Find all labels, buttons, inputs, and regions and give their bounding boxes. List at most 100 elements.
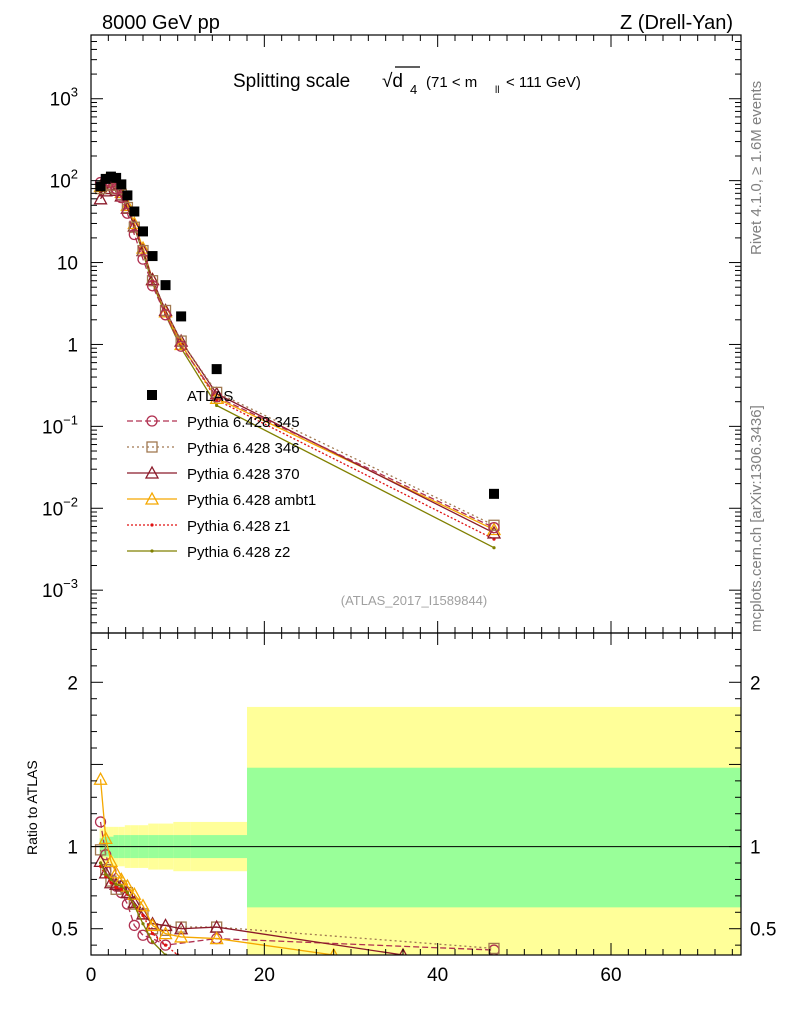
main-ytick-label: 103 — [50, 85, 78, 111]
ratio-point-pythia-6-428-ambt1 — [103, 853, 119, 868]
ratio-point-pythia-6-428-345 — [94, 816, 107, 828]
ratio-xtick-label: 20 — [254, 965, 275, 986]
main-point-atlas — [100, 173, 111, 184]
ratio-point-pythia-6-428-z2 — [132, 904, 136, 908]
ratio-ytick-label-right: 2 — [750, 673, 761, 694]
main-title: Splitting scale √d 4 (71 < m ll < 111 Ge… — [233, 66, 581, 97]
ratio-line-pythia-6-428-346 — [99, 849, 495, 950]
ratio-point-pythia-6-428-ambt1 — [209, 931, 224, 945]
main-point-atlas — [176, 311, 187, 322]
ratio-point-pythia-6-428-z2 — [104, 872, 108, 877]
ratio-point-pythia-6-428-z2 — [109, 877, 113, 882]
ratio-point-pythia-6-428-z1 — [119, 887, 123, 891]
ratio-point-pythia-6-428-z2 — [119, 884, 123, 888]
main-ytick-label-base: 10 — [50, 90, 71, 111]
ratio-point-pythia-6-428-z2 — [125, 890, 129, 895]
rivet-label: Rivet 4.1.0, ≥ 1.6M events — [748, 81, 765, 255]
main-point-atlas — [138, 226, 148, 237]
ratio-point-pythia-6-428-z1 — [141, 913, 145, 918]
main-point-pythia-6-428-ambt1 — [135, 240, 151, 254]
ratio-point-pythia-6-428-ambt1 — [158, 926, 173, 940]
main-point-atlas — [211, 364, 222, 375]
main-point-atlas — [122, 190, 133, 201]
ratio-frame — [90, 632, 742, 956]
ratio-ylabel: Ratio to ATLAS — [24, 760, 40, 855]
header-right: Z (Drell-Yan) — [620, 12, 733, 34]
main-title-text: Splitting scale — [233, 71, 350, 92]
ratio-point-pythia-6-428-346 — [488, 942, 500, 955]
main-point-pythia-6-428-345 — [159, 309, 172, 321]
ratio-xtick-label: 40 — [427, 965, 448, 986]
main-ytick-label-base: 10 — [57, 254, 78, 275]
main-ytick-label-exp: −2 — [63, 494, 78, 509]
main-ytick-label-exp: 3 — [71, 85, 78, 100]
main-ytick-label: 10−1 — [42, 412, 78, 438]
legend-marker-pythia-6-428-ambt1 — [144, 491, 160, 505]
legend-marker-pythia-6-428-370 — [144, 465, 160, 479]
legend-marker-pythia-6-428-z2 — [150, 549, 154, 553]
main-point-pythia-6-428-346 — [137, 244, 149, 257]
ratio-point-pythia-6-428-370 — [135, 906, 151, 920]
ratio-point-pythia-6-428-z1 — [114, 886, 118, 890]
legend-label-atlas: ATLAS — [187, 388, 233, 405]
ratio-point-pythia-6-428-z2 — [141, 922, 145, 926]
main-point-atlas — [111, 172, 122, 183]
main-point-pythia-6-428-ambt1 — [486, 522, 502, 536]
ratio-point-pythia-6-428-345 — [121, 898, 134, 910]
main-ytick-label: 1 — [67, 335, 78, 356]
main-ytick-label-base: 10 — [42, 499, 63, 520]
ratio-point-pythia-6-428-z2 — [150, 940, 155, 944]
main-ytick-label-base: 10 — [42, 417, 63, 438]
uncertainty-inner-bin — [247, 767, 741, 908]
legend-label-pythia-6-428-z2: Pythia 6.428 z2 — [187, 544, 290, 561]
ratio-point-pythia-6-428-ambt1 — [145, 918, 160, 932]
main-ytick-label-exp: −1 — [63, 412, 78, 427]
main-point-atlas — [129, 206, 140, 217]
ratio-ytick-label: 0.5 — [52, 920, 78, 941]
ratio-line-pythia-6-428-ambt1 — [99, 779, 334, 955]
ratio-xtick-label: 0 — [86, 965, 97, 986]
main-ytick-label: 10−3 — [42, 576, 78, 602]
legend-label-pythia-6-428-z1: Pythia 6.428 z1 — [187, 518, 290, 535]
legend-marker-pythia-6-428-346 — [146, 441, 158, 453]
main-point-pythia-6-428-ambt1 — [127, 216, 142, 230]
main-point-pythia-6-428-345 — [146, 280, 159, 292]
ratio-point-pythia-6-428-ambt1 — [93, 771, 108, 785]
legend-marker-atlas — [147, 390, 157, 400]
legend-label-pythia-6-428-346: Pythia 6.428 346 — [187, 440, 300, 457]
ratio-point-pythia-6-428-ambt1 — [98, 830, 113, 845]
main-ytick-label: 10 — [57, 254, 78, 275]
main-point-atlas — [105, 171, 116, 182]
legend-marker-pythia-6-428-345 — [146, 415, 158, 427]
ratio-point-pythia-6-428-ambt1 — [127, 886, 142, 900]
main-ytick-label: 102 — [50, 167, 78, 193]
ratio-point-pythia-6-428-370 — [98, 865, 113, 879]
ratio-ytick-label-right: 1 — [750, 838, 761, 859]
main-point-pythia-6-428-z2 — [215, 403, 219, 408]
ratio-point-pythia-6-428-ambt1 — [135, 898, 151, 912]
ratio-point-pythia-6-428-ambt1 — [109, 865, 124, 879]
ratio-line-pythia-6-428-345 — [99, 821, 495, 951]
ratio-xtick-label: 60 — [600, 965, 621, 986]
header-left: 8000 GeV pp — [102, 12, 220, 34]
mcplots-label: mcplots.cern.ch [arXiv:1306.3436] — [748, 405, 765, 632]
main-ytick-label-exp: −3 — [63, 576, 78, 591]
legend-label-pythia-6-428-ambt1: Pythia 6.428 ambt1 — [187, 492, 316, 509]
main-point-atlas — [116, 179, 127, 190]
ratio-point-pythia-6-428-370 — [158, 918, 173, 932]
main-point-atlas — [160, 280, 171, 291]
main-title-cut-left: (71 < m — [426, 74, 477, 91]
main-title-cut-right: < 111 GeV) — [506, 74, 581, 91]
main-point-pythia-6-428-370 — [93, 191, 108, 205]
ratio-line-pythia-6-428-z2 — [99, 862, 166, 955]
main-point-atlas — [147, 251, 158, 262]
ratio-line-pythia-6-428-z1 — [99, 865, 179, 955]
main-point-pythia-6-428-346 — [211, 386, 223, 399]
ratio-point-pythia-6-428-z1 — [109, 881, 113, 885]
ratio-ytick-label-right: 0.5 — [750, 920, 776, 941]
ratio-point-pythia-6-428-z1 — [163, 943, 168, 947]
ratio-bands — [91, 706, 741, 955]
main-ytick-label: 10−2 — [42, 494, 78, 520]
main-ytick-label-base: 1 — [67, 335, 78, 356]
